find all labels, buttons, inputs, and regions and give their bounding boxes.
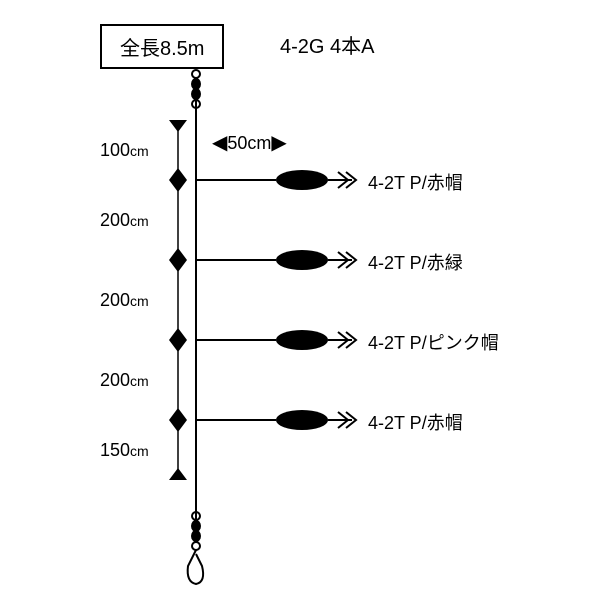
segment-length-label: 200cm — [100, 290, 149, 311]
segment-length-label: 200cm — [100, 210, 149, 231]
segment-length-label: 150cm — [100, 440, 149, 461]
lure-label: 4-2T P/ピンク帽 — [368, 329, 499, 355]
lure-label: 4-2T P/赤緑 — [368, 249, 463, 275]
segment-length-label: 100cm — [100, 140, 149, 161]
branch-width-label: ◀50cm▶ — [212, 130, 287, 155]
rig-diagram — [0, 0, 600, 600]
segment-length-label: 200cm — [100, 370, 149, 391]
branch-width-text: 50cm — [227, 133, 271, 153]
lure-label: 4-2T P/赤帽 — [368, 409, 463, 435]
lure-label: 4-2T P/赤帽 — [368, 169, 463, 195]
